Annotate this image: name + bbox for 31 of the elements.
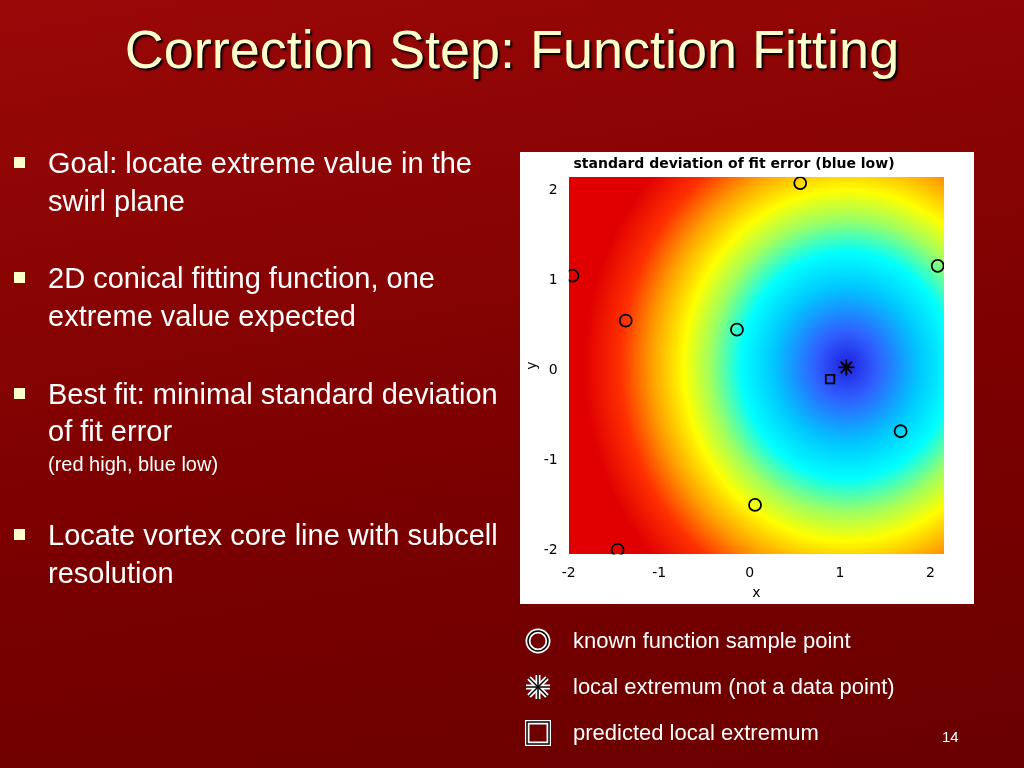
- text: Goal: locate extreme value in the swirl plane: [12, 145, 502, 221]
- text: 2D conical fitting function, one extreme value expected: [12, 260, 502, 336]
- y-tick-label: 1: [548, 270, 558, 287]
- point: [748, 498, 762, 512]
- point: [610, 543, 625, 555]
- x-tick-label: 2: [925, 564, 935, 581]
- x-tick-label: -2: [561, 564, 576, 581]
- x-axis-title: x: [752, 584, 761, 601]
- x-tick-label: 0: [745, 564, 755, 581]
- point: [730, 322, 744, 337]
- legend-label: predicted local extremum: [573, 720, 819, 746]
- point: [930, 258, 944, 273]
- point: [893, 424, 908, 439]
- y-axis-title: y: [523, 361, 540, 370]
- text: Best fit: minimal standard deviation of fit error (red high, blue low): [12, 375, 502, 478]
- legend-label: known function sample point: [573, 628, 851, 654]
- point: [837, 358, 856, 377]
- point: [824, 373, 836, 385]
- point: [793, 176, 808, 190]
- x-tick-label: -1: [652, 564, 667, 581]
- text: Locate vortex core line with subcell resolution: [12, 517, 502, 593]
- x-tick-label: 1: [835, 564, 845, 581]
- point: [618, 313, 633, 328]
- chart-title: standard deviation of fit error (blue low): [573, 155, 895, 172]
- y-tick-label: -1: [543, 450, 558, 467]
- legend-label: local extremum (not a data point): [573, 674, 895, 700]
- y-tick-label: -2: [543, 540, 558, 557]
- text: 14: [942, 728, 959, 745]
- y-tick-label: 0: [548, 360, 558, 377]
- text: Correction Step: Function Fitting: [123, 18, 901, 80]
- y-tick-label: 2: [548, 180, 558, 197]
